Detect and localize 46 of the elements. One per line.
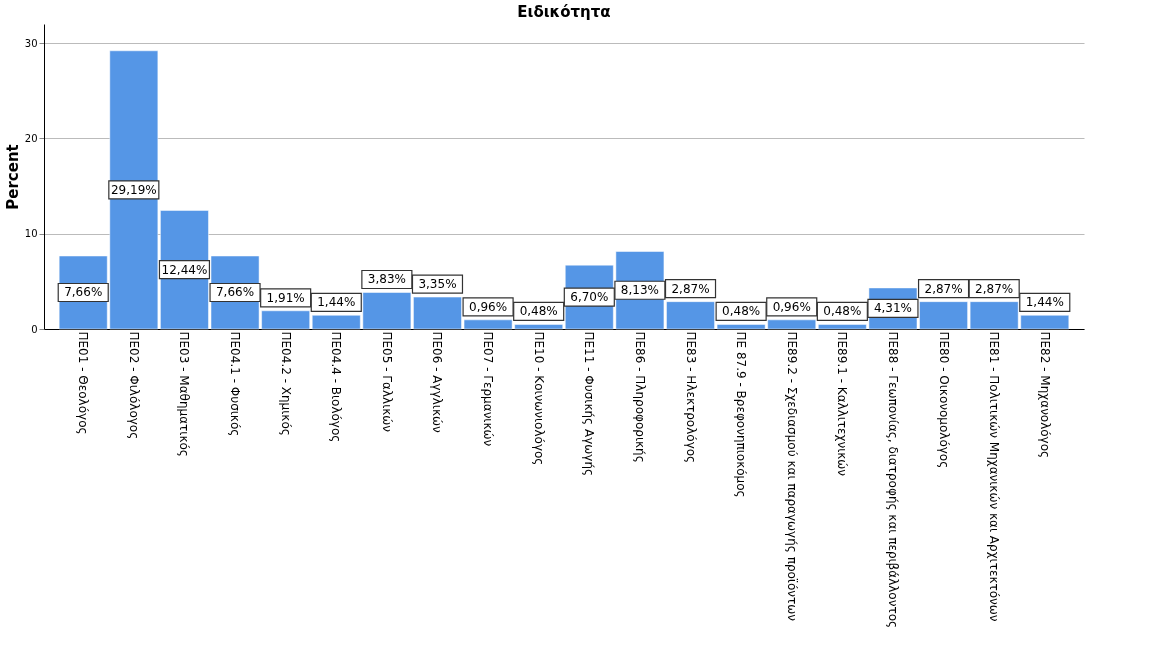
data-label: 4,31% bbox=[873, 301, 913, 316]
x-tick-label: ΠΕ83 - Ηλεκτρολόγος bbox=[683, 331, 698, 464]
y-tick-label: 0 bbox=[31, 323, 38, 335]
data-label: 1,91% bbox=[266, 290, 305, 305]
x-tick-label: ΠΕ05 - Γαλλικών bbox=[379, 331, 394, 433]
x-tick-label: ΠΕ86 - Πληροφορικής bbox=[632, 331, 647, 463]
x-tick-label: ΠΕ07 - Γερμανικών bbox=[481, 331, 496, 447]
data-label: 8,13% bbox=[620, 283, 659, 298]
x-tick-label: ΠΕ88 - Γεωπονίας, διατροφής και περιβάλλοντος bbox=[885, 331, 900, 629]
y-tick-label: 10 bbox=[24, 228, 38, 240]
x-tick-label: ΠΕ03 - Μαθηματικός bbox=[177, 331, 192, 457]
x-tick-label: ΠΕ89.2 - Σχεδιασμού και παραγωγής προϊόντων bbox=[784, 331, 799, 622]
x-tick-label: ΠΕ10 - Κοινωνιολόγος bbox=[531, 331, 546, 466]
data-label: 2,87% bbox=[924, 281, 963, 296]
x-tick-label: ΠΕ04.1 - Φυσικός bbox=[228, 331, 243, 437]
data-label: 0,48% bbox=[519, 304, 558, 319]
x-tick-label: ΠΕ01 - Θεολόγος bbox=[76, 331, 91, 435]
data-label: 7,66% bbox=[64, 285, 103, 300]
x-tick-label: ΠΕ 87.9 - Βρεφονηπιοκόμος bbox=[734, 331, 749, 498]
x-tick-label: ΠΕ89.1 - Καλλιτεχνικών bbox=[835, 331, 850, 477]
data-label: 1,44% bbox=[317, 295, 356, 310]
data-label: 0,48% bbox=[722, 304, 761, 319]
data-label: 3,83% bbox=[367, 272, 406, 287]
data-label: 3,35% bbox=[418, 277, 457, 292]
data-label: 6,70% bbox=[570, 290, 609, 305]
data-label: 2,87% bbox=[671, 281, 710, 296]
x-tick-label: ΠΕ11 - Φυσικής Αγωγής bbox=[582, 331, 597, 477]
y-tick-label: 20 bbox=[24, 132, 38, 144]
y-axis-title: Percent bbox=[3, 144, 22, 210]
x-tick-label: ΠΕ04.4 - Βιολόγος bbox=[329, 331, 344, 443]
data-label: 7,66% bbox=[215, 285, 255, 300]
data-label: 12,44% bbox=[161, 262, 208, 277]
x-tick-label: ΠΕ02 - Φιλόλογος bbox=[126, 331, 141, 440]
x-tick-label: ΠΕ81 - Πολιτικών Μηχανικών και Αρχιτεκτόνων bbox=[987, 331, 1002, 622]
x-tick-label: ΠΕ80 - Οικονομολόγος bbox=[936, 331, 951, 469]
x-tick-label: ΠΕ06 - Αγγλικών bbox=[430, 331, 445, 434]
data-label: 0,96% bbox=[469, 299, 508, 314]
x-tick-label: ΠΕ04.2 - Χημικός bbox=[278, 331, 293, 436]
data-label: 0,48% bbox=[823, 304, 862, 319]
data-label: 29,19% bbox=[110, 182, 157, 197]
x-tick-label: ΠΕ82 - Μηχανολόγος bbox=[1037, 331, 1052, 459]
chart-title: Ειδικότητα bbox=[517, 3, 611, 21]
data-label: 1,44% bbox=[1025, 295, 1064, 310]
data-label: 0,96% bbox=[772, 299, 811, 314]
data-label: 2,87% bbox=[975, 281, 1014, 296]
y-tick-label: 30 bbox=[24, 37, 38, 49]
